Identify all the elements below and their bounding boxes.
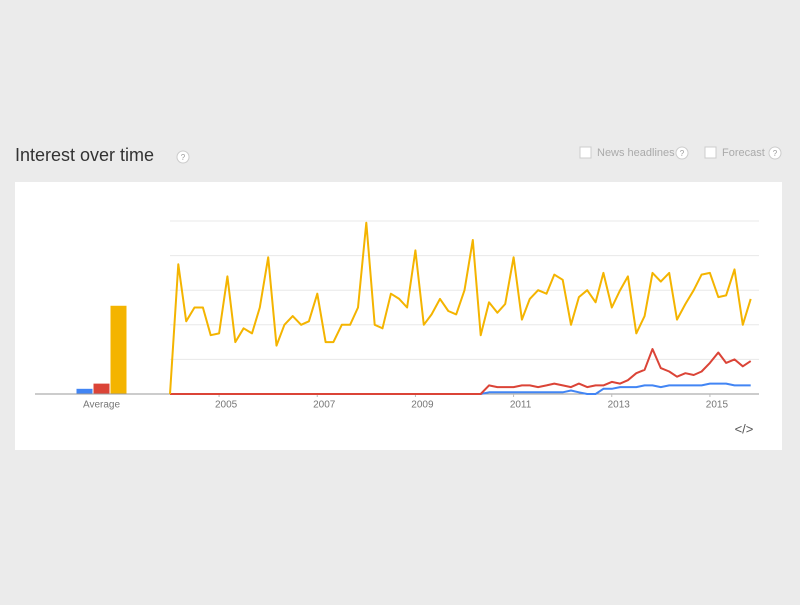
help-icon[interactable]	[176, 150, 190, 164]
help-text[interactable]: ?	[680, 149, 685, 158]
x-tick-label: 2011	[510, 400, 532, 411]
x-tick-label: 2007	[313, 400, 336, 411]
x-tick-label: 2015	[706, 400, 729, 411]
option-label[interactable]: News headlines	[597, 147, 675, 159]
help-text[interactable]: ?	[773, 149, 778, 158]
option-label[interactable]: Forecast	[722, 147, 765, 159]
average-bar	[93, 383, 110, 394]
x-tick-label: 2005	[215, 400, 238, 411]
trend-line	[169, 221, 752, 395]
checkbox[interactable]	[579, 146, 592, 159]
average-bar	[76, 388, 93, 394]
chart-card	[15, 182, 782, 450]
section-title: Interest over time	[15, 145, 154, 165]
x-tick-label: 2009	[411, 400, 434, 411]
help-icon[interactable]	[768, 146, 782, 160]
average-bar	[110, 305, 127, 394]
help-icon[interactable]	[675, 146, 689, 160]
embed-button[interactable]: </>	[735, 421, 754, 436]
help-text[interactable]: ?	[181, 153, 186, 162]
x-tick-label: Average	[83, 400, 121, 411]
x-tick-label: 2013	[608, 400, 631, 411]
trend-line	[170, 348, 752, 395]
checkbox[interactable]	[704, 146, 717, 159]
